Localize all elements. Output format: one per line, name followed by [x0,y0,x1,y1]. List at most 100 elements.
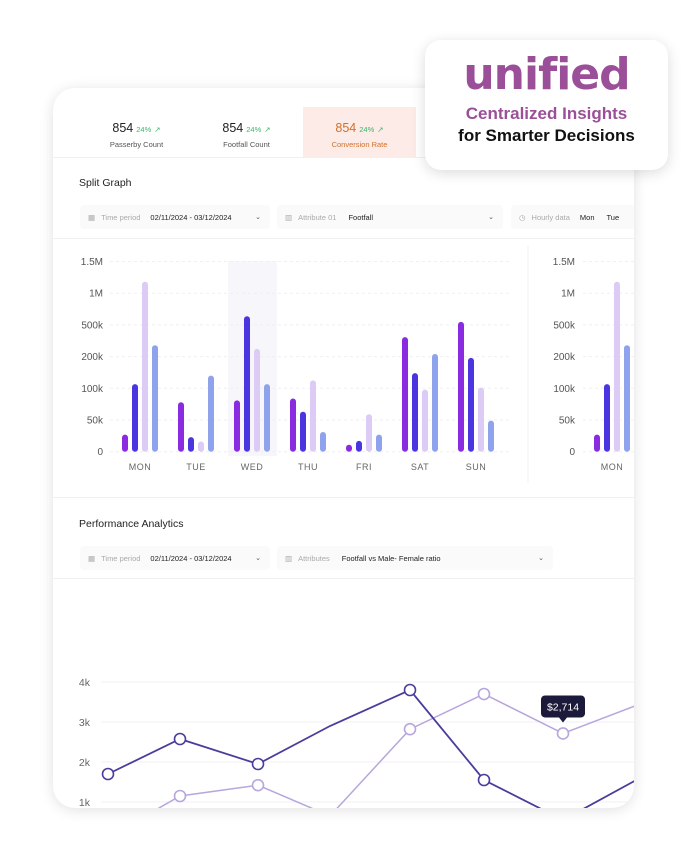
kpi-value: 854 [112,121,134,135]
x-tick-label: THU [298,462,318,472]
x-tick-label: WED [241,462,264,472]
data-point [477,687,491,701]
y-tick-label: 500k [553,320,576,331]
x-tick-label: TUE [186,462,206,472]
bar [198,441,204,452]
day-mon[interactable]: Mon [579,212,595,222]
bar [234,400,240,452]
y-tick-label: 100k [553,384,576,395]
data-point [173,732,187,746]
y-tick-label: 200k [553,352,576,363]
bar [152,345,158,452]
x-tick-label: MON [129,462,152,472]
bar [478,387,484,452]
clock-icon: ◷ [519,212,526,222]
bar [422,389,428,452]
kpi-change: 24% [136,125,152,134]
x-tick-label: SAT [411,462,429,472]
trend-up-icon: ↗ [377,125,384,134]
unified-badge: unified Centralized Insights for Smarter… [425,40,668,170]
perf-attribute-select[interactable]: ▥ Attributes Footfall vs Male- Female ra… [277,546,553,570]
y-tick-label: 50k [87,416,104,427]
unified-logo: unified [463,49,630,100]
data-point [403,683,417,697]
y-tick-label: 100k [81,384,104,395]
bar [488,420,494,452]
bar-chart-icon: ▥ [285,212,293,222]
kpi-footfall[interactable]: 854 24% ↗ Footfall Count [190,107,303,157]
chevron-down-icon: ⌄ [538,555,544,562]
performance-title: Performance Analytics [79,518,184,530]
kpi-value: 854 [222,121,244,135]
bar [346,444,352,452]
attribute-label: Attributes [298,553,330,563]
bar [412,373,418,452]
y-tick-label: 0 [569,447,575,458]
tooltip-label: $2,714 [547,701,579,713]
kpi-change: 24% [246,125,262,134]
y-tick-label: 1k [79,797,91,808]
hourly-label: Hourly data [531,212,570,222]
bar [290,398,296,452]
perf-time-period-select[interactable]: ▦ Time period 02/11/2024 - 03/12/2024 ⌄ [80,546,270,570]
bar [402,337,408,452]
bar [244,316,250,452]
bar [356,440,362,452]
bar [188,437,194,452]
bar [458,321,464,452]
bar [604,384,610,452]
kpi-change: 24% [359,125,375,134]
bar [300,411,306,452]
calendar-icon: ▦ [88,553,96,563]
y-tick-label: 3k [79,717,91,729]
badge-tagline-2: for Smarter Decisions [458,126,635,145]
bar [366,414,372,452]
trend-up-icon: ↗ [264,125,271,134]
data-point [403,722,417,736]
y-tick-label: 4k [79,677,91,689]
x-tick-label: SUN [466,462,487,472]
kpi-label: Passerby Count [109,140,164,149]
bar [208,375,214,452]
attribute-select[interactable]: ▥ Attribute 01 Footfall ⌄ [277,205,503,229]
tooltip-pointer [559,717,567,723]
bar [132,384,138,452]
chevron-down-icon: ⌄ [255,214,261,221]
dashboard-card: 854 24% ↗ Passerby Count 854 24% ↗ Footfall … [53,88,634,808]
kpi-passerby[interactable]: 854 24% ↗ Passerby Count [80,107,193,157]
bar [264,384,270,452]
data-point [556,727,570,740]
bar [468,357,474,452]
kpi-label: Conversion Rate [331,140,388,149]
time-period-select[interactable]: ▦ Time period 02/11/2024 - 03/12/2024 ⌄ [80,205,270,229]
hourly-data-filter[interactable]: ◷ Hourly data Mon Tue [511,205,634,229]
data-point [477,773,491,787]
day-tue[interactable]: Tue [606,212,620,222]
performance-line-chart: 01k2k3k4k1 Oct3 Oct7 Oct10 Oct14 Oct20 O… [79,677,634,808]
kpi-conversion[interactable]: 854 24% ↗ Conversion Rate [303,107,416,157]
time-period-value: 02/11/2024 - 03/12/2024 [150,212,232,222]
badge-tagline-1: Centralized Insights [465,104,628,123]
y-tick-label: 50k [559,416,576,427]
time-period-value: 02/11/2024 - 03/12/2024 [150,553,232,563]
y-tick-label: 1.5M [553,257,575,268]
kpi-label: Footfall Count [223,140,270,149]
y-tick-label: 500k [81,320,104,331]
bar [142,281,148,452]
bar [178,402,184,452]
tooltip [541,695,585,718]
bar [320,432,326,452]
series-line [107,688,634,808]
attribute-value: Footfall vs Male- Female ratio [341,553,441,563]
bar-chart-icon: ▥ [285,553,293,563]
y-tick-label: 0 [97,447,103,458]
data-point [101,767,115,781]
kpi-value: 854 [335,121,357,135]
x-tick-label: MON [601,462,624,472]
trend-up-icon: ↗ [154,125,161,134]
data-point [251,757,265,771]
split-bar-chart: 0 50k 100k 200k 500k 1M 1.5M MON TUE WED THU FRI SAT… [81,246,634,483]
y-tick-label: 1M [89,289,103,300]
data-point [251,778,265,792]
data-point [173,789,187,803]
